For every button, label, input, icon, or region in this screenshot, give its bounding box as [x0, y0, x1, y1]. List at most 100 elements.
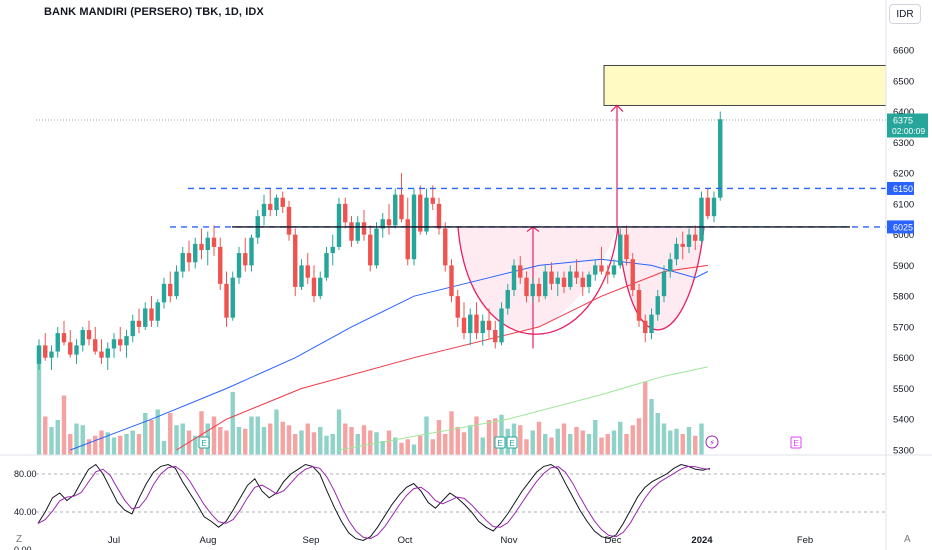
- candle-body: [249, 237, 254, 266]
- osc-tick-label: 80.00: [14, 469, 37, 479]
- volume-bar: [161, 441, 167, 455]
- volume-bar: [411, 444, 417, 455]
- candle-body: [118, 339, 123, 346]
- volume-bar: [443, 434, 448, 455]
- candle-body: [530, 283, 535, 297]
- candle-body: [318, 277, 323, 297]
- candle-body: [111, 339, 117, 349]
- earnings-marker-label: E: [201, 439, 206, 448]
- candle-body: [161, 283, 167, 303]
- volume-bar: [468, 425, 473, 455]
- price-pane[interactable]: E E E E⚡: [36, 64, 887, 455]
- volume-bar: [124, 434, 129, 455]
- volume-bar: [193, 435, 198, 455]
- time-axis[interactable]: Jul Aug Sep Oct Nov Dec 2024 Feb: [108, 535, 813, 546]
- volume-bar: [105, 432, 110, 455]
- earnings-marker: E: [790, 436, 802, 449]
- candle-body: [461, 317, 467, 334]
- candle-body: [286, 206, 292, 235]
- price-axis[interactable]: 6600 6500 6400 6300 6200 6100 6000 5900 5800 5700…: [893, 46, 914, 457]
- candle-body: [580, 277, 585, 287]
- candle-body: [124, 336, 129, 346]
- volume-bar: [243, 428, 248, 455]
- volume-bar: [668, 430, 673, 455]
- countdown-label: 02:00:09: [892, 126, 925, 136]
- candle-body: [518, 265, 523, 278]
- candle-body: [61, 333, 67, 343]
- volume-bar: [299, 430, 304, 455]
- target-zone: [603, 64, 887, 106]
- volume-bar: [286, 425, 292, 455]
- oscillator-axis: 80.00 40.00 0.00: [14, 469, 37, 550]
- volume-bar: [536, 421, 542, 455]
- candle-body: [299, 265, 304, 287]
- volume-bar: [155, 409, 160, 455]
- volume-bar: [99, 430, 104, 455]
- candle-body: [236, 253, 242, 278]
- candle-body: [549, 271, 554, 284]
- volume-bar: [593, 420, 598, 455]
- volume-bar: [393, 437, 398, 455]
- volume-bar: [80, 425, 85, 455]
- target-arrow-head: [610, 104, 624, 112]
- candle-body: [180, 253, 185, 272]
- candle-body: [274, 197, 279, 210]
- cup-fill: [458, 226, 618, 330]
- volume-bar: [180, 423, 185, 455]
- volume-bar: [618, 421, 623, 455]
- volume-bar: [174, 425, 179, 455]
- time-tick-label: Oct: [398, 535, 413, 546]
- volume-bar: [399, 442, 404, 455]
- candle-body: [711, 197, 717, 217]
- volume-bar: [330, 434, 335, 455]
- price-tick-label: 5500: [893, 384, 914, 395]
- price-tick-label: 5300: [893, 446, 914, 457]
- price-tick-label: 5700: [893, 322, 914, 333]
- volume-bar: [430, 439, 435, 455]
- price-tick-label: 6400: [893, 107, 914, 118]
- volume-bar: [368, 430, 373, 455]
- earnings-marker: E: [506, 436, 518, 449]
- candle-body: [443, 228, 448, 266]
- candle-body: [568, 271, 573, 287]
- volume-bar: [118, 435, 123, 455]
- candle-body: [674, 243, 679, 260]
- volume-bar: [643, 381, 648, 455]
- volume-bar: [130, 430, 135, 455]
- candle-body: [336, 203, 342, 247]
- candle-body: [424, 197, 429, 232]
- horizontal-levels: [170, 187, 886, 228]
- volume-bar: [199, 411, 204, 455]
- volume-bar: [499, 414, 504, 455]
- time-tick-label: Feb: [797, 535, 813, 546]
- volume-bar: [674, 428, 679, 455]
- currency-button[interactable]: IDR: [889, 4, 921, 24]
- candle-body: [599, 265, 604, 272]
- auto-scale-icon[interactable]: A: [904, 534, 911, 545]
- volume-bar: [61, 395, 67, 455]
- candle-body: [149, 308, 154, 321]
- candle-body: [499, 308, 504, 343]
- candle-body: [511, 265, 517, 290]
- volume-bar: [699, 423, 704, 455]
- volume-bar: [405, 439, 410, 455]
- candle-body: [405, 219, 410, 260]
- volume-bar: [349, 427, 354, 455]
- event-markers: E E E E⚡: [198, 435, 802, 449]
- candle-body: [386, 219, 392, 226]
- candle-body: [418, 194, 423, 232]
- candle-body: [393, 194, 398, 226]
- last-price-tag: 6375: [893, 116, 913, 126]
- oscillator-pane[interactable]: 80.00 40.00 0.00: [14, 463, 886, 550]
- candle-body: [305, 265, 310, 278]
- volume-bars: [36, 346, 704, 455]
- volume-bar: [436, 420, 442, 455]
- volume-bar: [293, 434, 298, 455]
- candle-body: [630, 259, 635, 290]
- candle-body: [86, 330, 92, 340]
- zoom-icon[interactable]: Z: [16, 534, 23, 545]
- candle-body: [218, 246, 223, 284]
- candle-body: [36, 345, 42, 364]
- candle-body: [324, 253, 329, 278]
